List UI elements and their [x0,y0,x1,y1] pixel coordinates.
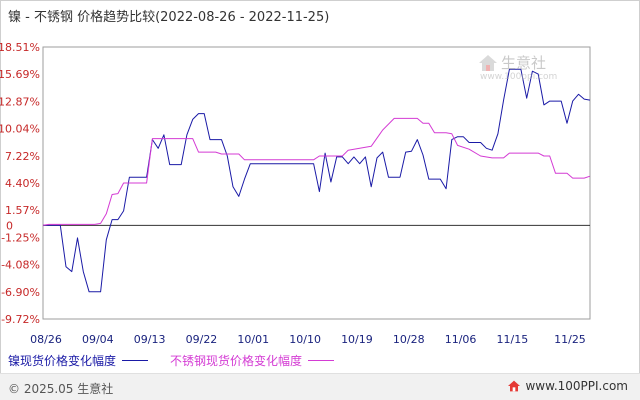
watermark-brand: 生意社 [501,54,547,72]
x-tick-label: 11/06 [445,333,477,346]
zero-label: 0 [6,219,13,232]
y-tick-label: 12.87% [0,95,40,108]
watermark-url: www.100ppi.com [480,72,558,82]
site-url[interactable]: www.100PPI.com [525,379,628,393]
x-tick-label: 10/19 [341,333,373,346]
y-tick-label: 1.57% [5,204,40,217]
x-tick-label: 11/15 [497,333,529,346]
legend-swatch-nickel [122,360,149,361]
legend-item-stainless: 不锈钢现货价格变化幅度 [170,352,335,369]
house-logo-icon [479,54,497,71]
y-tick-label: 10.04% [0,123,40,136]
legend-item-nickel: 镍现货价格变化幅度 [8,352,149,369]
x-tick-label: 10/28 [393,333,425,346]
series-line-stainless [42,117,591,226]
x-tick-label: 09/13 [134,333,166,346]
series-lines [42,68,591,293]
chart-title: 镍 - 不锈钢 价格趋势比较(2022-08-26 - 2022-11-25) [8,10,330,25]
y-tick-label: 7.22% [5,150,40,163]
y-tick-label: 18.51% [0,41,40,54]
series-line-nickel [43,68,591,293]
legend-label-stainless: 不锈钢现货价格变化幅度 [170,354,303,368]
y-tick-label: -9.72% [1,313,40,326]
legend: 镍现货价格变化幅度 不锈钢现货价格变化幅度 [8,352,356,369]
watermark: 生意社 www.100ppi.com [478,52,557,82]
footer-bar: © 2025.05 生意社 www.100PPI.com [0,373,640,400]
x-tick-label: 11/25 [554,333,586,346]
y-tick-label: -6.90% [1,286,40,299]
line-chart: 18.51% 15.69% 12.87% 10.04% 7.22% 4.40% 1.57% -… [0,41,591,346]
x-tick-label: 10/01 [237,333,269,346]
copyright-text: © 2025.05 生意社 [8,382,114,396]
y-tick-label: -4.08% [1,259,40,272]
footer-site[interactable]: www.100PPI.com [507,379,628,393]
legend-swatch-stainless [308,360,335,361]
x-tick-label: 09/22 [186,333,218,346]
tick-labels: 18.51% 15.69% 12.87% 10.04% 7.22% 4.40% 1.57% -… [0,41,586,346]
house-logo-icon [508,380,521,392]
x-tick-label: 10/10 [289,333,321,346]
y-tick-label: 4.40% [5,177,40,190]
legend-label-nickel: 镍现货价格变化幅度 [8,354,117,368]
x-tick-label: 09/04 [82,333,114,346]
y-tick-label: 15.69% [0,68,40,81]
y-tick-label: -1.25% [1,231,40,244]
x-tick-label: 08/26 [30,333,62,346]
